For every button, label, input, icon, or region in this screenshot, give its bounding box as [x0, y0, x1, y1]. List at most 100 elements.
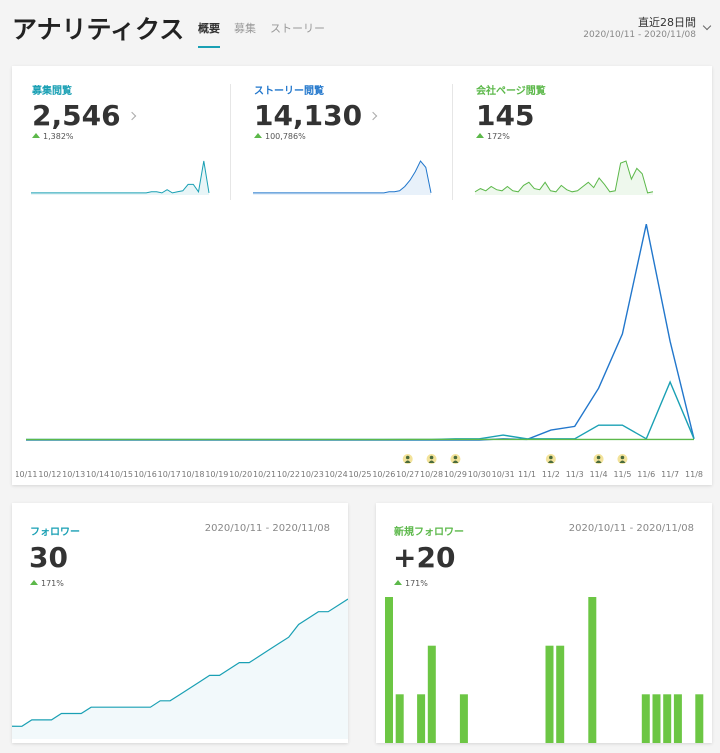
avatar-marker	[402, 454, 413, 464]
x-tick-label: 10/28	[420, 470, 443, 479]
new-followers-bar	[652, 694, 661, 743]
x-tick-label: 10/11	[16, 470, 38, 479]
x-tick-label: 10/18	[181, 470, 204, 479]
new-followers-bar	[385, 597, 393, 743]
metric-recruitment-views: 募集閲覧 2,546 1,382%	[32, 82, 232, 141]
trend-up-icon	[30, 580, 38, 585]
x-tick-label: 11/6	[637, 470, 655, 479]
avatar-marker	[593, 454, 604, 464]
x-tick-label: 10/30	[468, 470, 491, 479]
followers-label: フォロワー	[30, 527, 80, 538]
tab-overview[interactable]: 概要	[198, 20, 220, 48]
followers-value: 30	[29, 541, 68, 574]
sparkline-story-views	[253, 160, 432, 195]
metric-label: 会社ページ閲覧	[476, 86, 546, 97]
followers-area	[12, 599, 348, 739]
metric-change: 172%	[476, 132, 676, 141]
chevron-right-icon[interactable]	[368, 111, 378, 121]
trend-up-icon	[394, 580, 402, 585]
tab-stories[interactable]: ストーリー	[270, 22, 325, 35]
new-followers-bar	[427, 645, 436, 743]
sparkline-area	[253, 161, 431, 195]
sparkline-line	[474, 160, 654, 194]
overview-card: 募集閲覧 2,546 1,382% ストーリー閲覧 14,130 100,786…	[12, 66, 712, 485]
metric-story-views: ストーリー閲覧 14,130 100,786%	[254, 82, 454, 141]
followers-line	[12, 598, 348, 727]
new-followers-bar	[588, 597, 597, 743]
x-tick-label: 11/5	[613, 470, 631, 479]
main-series-line-1	[26, 380, 695, 441]
avatar-marker-body	[404, 460, 411, 463]
new-followers-bar	[545, 645, 554, 743]
new-followers-card: 新規フォロワー 2020/10/11 - 2020/11/08 +20 171%	[376, 503, 712, 743]
x-tick-label: 11/1	[518, 470, 536, 479]
metric-value: 14,130	[254, 99, 363, 132]
followers-line-chart	[12, 598, 348, 739]
new-followers-bar	[673, 694, 682, 743]
sparkline-recruitment-views	[31, 160, 210, 195]
x-tick-label: 10/15	[110, 470, 133, 479]
x-tick-label: 10/13	[62, 470, 85, 479]
new-followers-bar	[695, 694, 704, 743]
metric-label: 募集閲覧	[32, 86, 72, 97]
tab-recruitment[interactable]: 募集	[234, 22, 256, 35]
x-tick-label: 10/19	[205, 470, 228, 479]
trend-up-icon	[254, 133, 262, 138]
x-tick-label: 11/3	[566, 470, 584, 479]
avatar-marker	[450, 454, 461, 464]
x-tick-label: 11/8	[685, 470, 703, 479]
avatar-marker-body	[547, 460, 554, 463]
avatar-marker	[426, 454, 437, 464]
new-followers-change: 171%	[394, 579, 428, 588]
x-tick-label: 10/25	[348, 470, 371, 479]
main-series-line-0	[26, 224, 695, 441]
metric-change: 100,786%	[254, 132, 454, 141]
x-tick-label: 10/24	[325, 470, 348, 479]
new-followers-bar	[663, 694, 672, 743]
avatar-marker-head	[429, 455, 434, 460]
x-tick-label: 10/26	[372, 470, 395, 479]
avatar-marker-head	[549, 455, 553, 460]
sparkline-company-page-views	[474, 160, 654, 195]
header: アナリティクス 概要 募集 ストーリー 直近28日間 2020/10/11 - …	[0, 0, 720, 56]
metric-change: 1,382%	[32, 132, 232, 141]
sparkline-area	[475, 161, 653, 195]
x-tick-label: 10/23	[301, 470, 324, 479]
avatar-marker-body	[428, 460, 435, 463]
new-followers-dates: 2020/10/11 - 2020/11/08	[568, 523, 694, 534]
sparkline-area	[31, 161, 209, 195]
new-followers-value: +20	[393, 541, 456, 574]
chevron-right-icon[interactable]	[127, 111, 136, 121]
metric-value: 145	[476, 99, 535, 132]
sparkline-line	[253, 160, 432, 194]
x-tick-label: 10/27	[396, 470, 419, 479]
x-tick-label: 10/17	[158, 470, 181, 479]
avatar-marker-body	[595, 460, 602, 463]
metric-change-value: 100,786%	[265, 132, 306, 141]
new-followers-bar-chart	[385, 597, 704, 743]
divider	[452, 84, 453, 200]
x-tick-label: 10/20	[229, 470, 252, 479]
trend-up-icon	[476, 133, 484, 138]
metric-change-value: 1,382%	[43, 132, 74, 141]
x-tick-label: 11/4	[590, 470, 608, 479]
x-tick-label: 11/7	[661, 470, 679, 479]
avatar-marker-head	[405, 455, 410, 460]
avatar-marker-body	[452, 460, 459, 463]
metric-change-value: 172%	[487, 132, 510, 141]
main-line-chart: 10/11 10/12 10/13 10/14 10/15 10/16 10/17 10/18…	[16, 224, 703, 479]
date-range-dates: 2020/10/11 - 2020/11/08	[583, 30, 696, 40]
new-followers-change-value: 171%	[405, 579, 428, 588]
page-title: アナリティクス	[12, 15, 185, 44]
followers-change-value: 171%	[41, 579, 64, 588]
new-followers-bar	[459, 694, 468, 743]
date-range-selector[interactable]: 直近28日間 2020/10/11 - 2020/11/08	[583, 14, 712, 40]
x-tick-label: 11/2	[542, 470, 560, 479]
followers-dates: 2020/10/11 - 2020/11/08	[204, 523, 330, 534]
followers-card: フォロワー 2020/10/11 - 2020/11/08 30 171%	[12, 503, 348, 743]
tab-bar: 概要 募集 ストーリー	[198, 20, 325, 48]
new-followers-bar	[556, 645, 565, 743]
x-tick-label: 10/31	[492, 470, 515, 479]
avatar-marker	[545, 454, 556, 464]
avatar-marker-head	[453, 455, 458, 460]
